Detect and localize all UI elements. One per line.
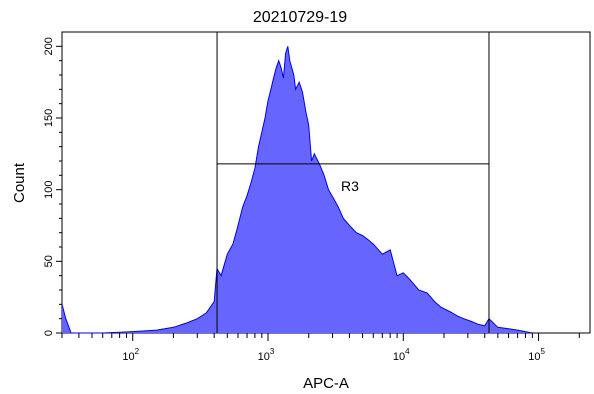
x-tick-label: 104 [393,347,410,363]
y-tick-label: 0 [43,330,55,336]
histogram-area [62,46,533,334]
y-tick-label: 50 [43,255,55,267]
gate-label: R3 [341,178,359,194]
x-axis: 102 103 104 105 [61,333,580,363]
histogram-outline [61,46,533,334]
chart-title: 20210729-19 [253,9,347,26]
x-tick-label: 103 [258,347,275,363]
x-axis-label: APC-A [303,375,349,392]
x-tick-label: 102 [122,347,139,363]
histogram-layer [61,46,533,334]
y-axis-label: Count [11,162,28,203]
y-tick-label: 200 [43,37,55,55]
gate-layer: R3 [216,32,490,333]
y-tick-label: 150 [43,109,55,127]
y-tick-label: 100 [43,181,55,199]
x-tick-label: 105 [528,347,545,363]
y-axis: 0 50 100 150 200 [43,37,62,336]
